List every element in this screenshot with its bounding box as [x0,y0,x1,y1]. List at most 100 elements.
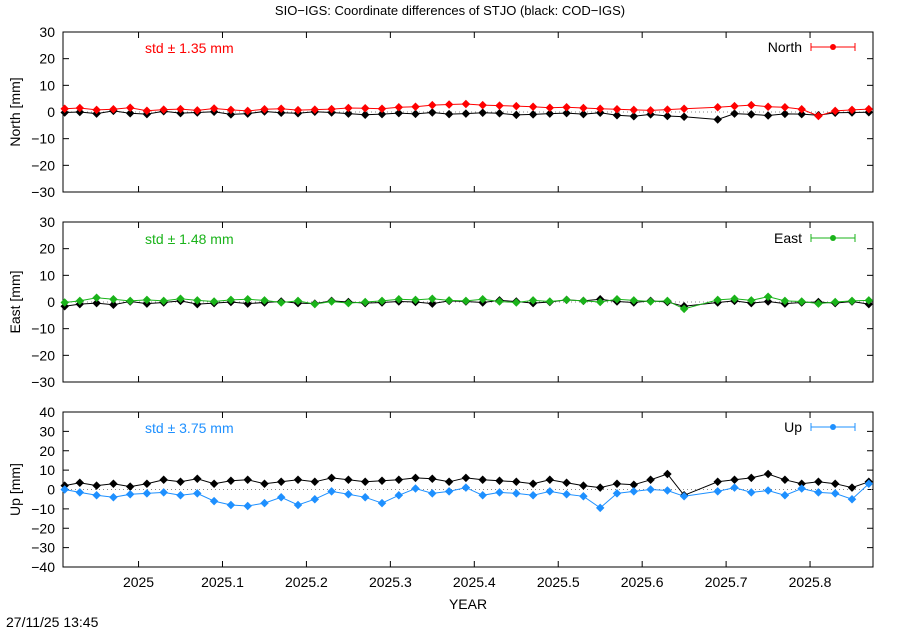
data-point-north [176,104,185,114]
data-point-east [142,295,152,305]
y-tick-label-up: 0 [47,482,55,498]
y-axis-label-up: Up [mm] [7,463,23,516]
data-point-up [663,486,672,495]
data-point-up [612,479,622,488]
data-point-up [193,489,202,498]
data-point-up [780,475,790,485]
data-point-north [713,102,722,112]
legend-label-east: East [774,230,802,246]
data-point-up [75,488,85,497]
data-point-up [713,477,722,487]
data-point-up [276,477,286,487]
data-point-up [276,493,286,502]
panel-north: 30 20 10 0 −10 −20 −30 North [mm] std ± 1.35 mm N… [7,24,874,200]
data-point-east [360,297,370,307]
data-point-north [411,109,420,119]
data-point-up [377,476,387,486]
data-point-up [293,475,303,485]
data-point-up [629,480,639,489]
data-point-east [125,296,135,306]
data-point-east [226,295,236,305]
data-point-up [109,479,118,488]
data-point-up [310,477,320,487]
y-tick-label-up: 20 [39,443,55,459]
data-point-up [495,488,504,497]
data-point-up [646,475,655,485]
y-tick-label-east: 10 [39,267,55,283]
data-point-east [109,295,118,304]
data-point-north [512,101,521,111]
data-point-east [327,297,336,306]
y-tick-label-up: 40 [39,404,55,420]
data-point-up [562,478,571,487]
y-tick-label-up: −20 [31,520,55,536]
data-point-up [763,469,773,479]
data-point-up [125,490,135,499]
data-point-east [428,299,437,308]
y-tick-label-north: 30 [39,24,55,40]
data-point-north [125,103,135,112]
data-point-east [310,299,320,309]
data-point-up [226,500,236,510]
data-point-up [92,481,101,490]
data-point-north [360,110,370,119]
data-point-east [394,295,404,304]
y-tick-label-north: −10 [31,131,55,147]
data-point-north [545,103,555,112]
data-point-north [562,102,571,112]
data-point-north [663,105,672,114]
data-point-east [276,298,286,307]
data-point-up [646,485,655,494]
data-point-east [528,296,538,305]
y-axis-label-north: North [mm] [7,77,23,146]
data-point-east [92,298,101,308]
data-point-east [730,294,739,304]
data-point-up [663,469,672,479]
x-tick-label: 2025.3 [369,574,412,590]
data-point-north [344,109,353,118]
data-point-east [763,292,773,301]
data-point-up [260,479,269,488]
data-point-up [545,487,555,496]
y-tick-label-up: 10 [39,462,55,478]
data-point-north [243,106,252,116]
y-tick-label-east: −20 [31,347,55,363]
data-point-up [495,476,504,486]
data-point-north [428,108,437,117]
x-tick-label: 2025.2 [285,574,328,590]
data-point-up [428,489,437,498]
data-point-up [360,477,370,487]
data-point-up [411,473,420,483]
x-tick-label: 2025.1 [201,574,244,590]
data-point-up [444,477,454,487]
data-point-up [293,500,303,510]
data-point-north [394,108,404,118]
y-tick-label-north: 20 [39,51,55,67]
data-point-up [797,484,806,493]
y-tick-label-east: 30 [39,214,55,230]
data-point-north [444,109,454,119]
y-tick-label-east: −30 [31,374,55,390]
panels-group: 30 20 10 0 −10 −20 −30 North [mm] std ± 1.35 mm N… [7,24,874,590]
data-point-up [243,501,252,511]
data-point-east [461,296,471,306]
data-point-north [629,105,639,115]
data-point-up [545,475,555,485]
data-point-up [579,481,588,490]
data-point-north [159,105,168,114]
x-tick-label: 2025 [123,574,154,590]
data-point-up [327,473,336,483]
data-point-up [377,498,387,508]
data-point-up [528,479,538,488]
data-point-north [428,100,437,110]
y-tick-label-north: −20 [31,157,55,173]
data-point-east [663,296,672,306]
x-axis-label: YEAR [449,596,487,612]
data-point-north [226,110,236,119]
std-annotation-east: std ± 1.48 mm [145,231,234,247]
data-point-east [478,295,487,304]
legend-marker-east [830,235,836,241]
data-point-north [478,100,487,110]
data-point-east [444,296,454,305]
data-point-north [411,102,420,111]
